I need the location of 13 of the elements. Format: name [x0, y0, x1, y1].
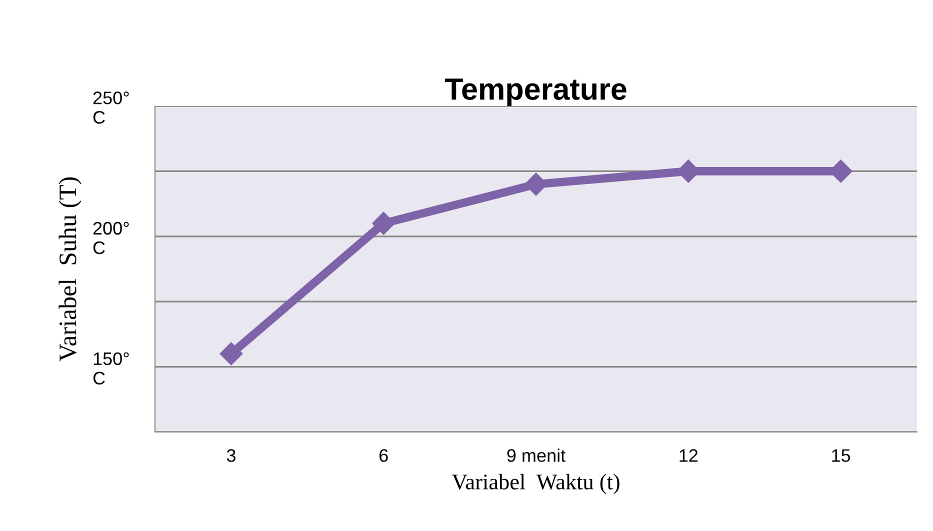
- point: [220, 342, 243, 366]
- y-tick-label: 200° C: [93, 222, 129, 254]
- point: [372, 212, 396, 235]
- x-tick-label: 15: [832, 449, 850, 462]
- y-axis-title: Variabel Suhu (T): [58, 177, 82, 362]
- x-tick-label: 9 menit: [507, 448, 566, 462]
- y-tick-label: 250° C: [93, 92, 129, 124]
- chart-title: Temperature: [444, 78, 626, 106]
- x-tick-label: 3: [226, 449, 236, 462]
- x-axis-title: Variabel Waktu (t): [452, 474, 620, 494]
- x-tick-label: 12: [680, 449, 698, 462]
- x-tick-label: 6: [379, 449, 388, 462]
- y-tick-label: 150° C: [93, 352, 129, 385]
